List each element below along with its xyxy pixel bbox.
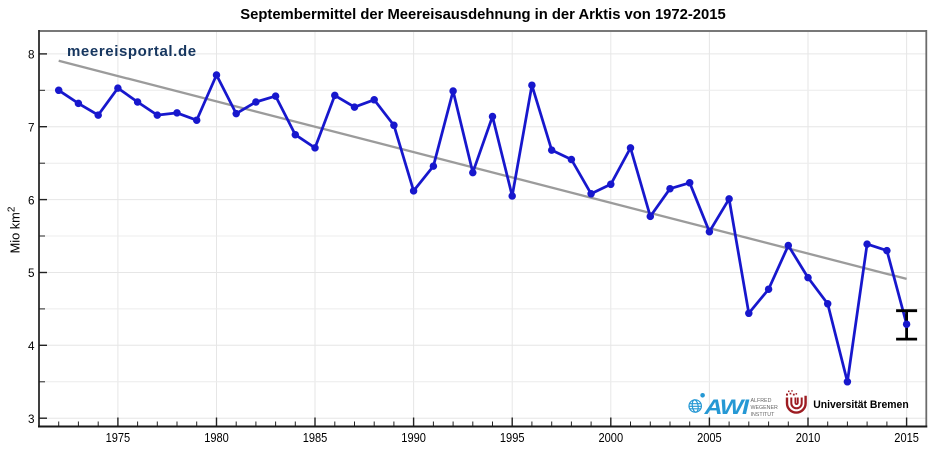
svg-text:meereisportal.de: meereisportal.de: [67, 43, 197, 60]
svg-text:1975: 1975: [106, 430, 131, 445]
svg-text:4: 4: [28, 340, 35, 353]
svg-text:AWI: AWI: [703, 396, 750, 419]
svg-text:Universität Bremen: Universität Bremen: [813, 399, 909, 411]
svg-text:INSTITUT: INSTITUT: [751, 412, 776, 418]
svg-text:1985: 1985: [303, 430, 328, 445]
svg-text:2010: 2010: [796, 430, 821, 445]
svg-text:Mio km2: Mio km2: [7, 206, 23, 253]
svg-text:1980: 1980: [204, 430, 229, 445]
svg-text:1990: 1990: [401, 430, 426, 445]
svg-text:2005: 2005: [697, 430, 722, 445]
svg-text:WEGENER: WEGENER: [751, 405, 779, 411]
svg-text:Septembermittel der Meereisaus: Septembermittel der Meereisausdehnung in…: [240, 7, 725, 23]
svg-text:7: 7: [28, 121, 35, 134]
svg-text:ALFRED: ALFRED: [751, 398, 772, 404]
svg-text:2000: 2000: [599, 430, 624, 445]
svg-text:8: 8: [28, 49, 35, 62]
svg-text:2015: 2015: [894, 430, 919, 445]
svg-text:6: 6: [28, 194, 35, 207]
svg-text:3: 3: [28, 413, 35, 426]
svg-text:5: 5: [28, 267, 35, 280]
svg-text:1995: 1995: [500, 430, 525, 445]
